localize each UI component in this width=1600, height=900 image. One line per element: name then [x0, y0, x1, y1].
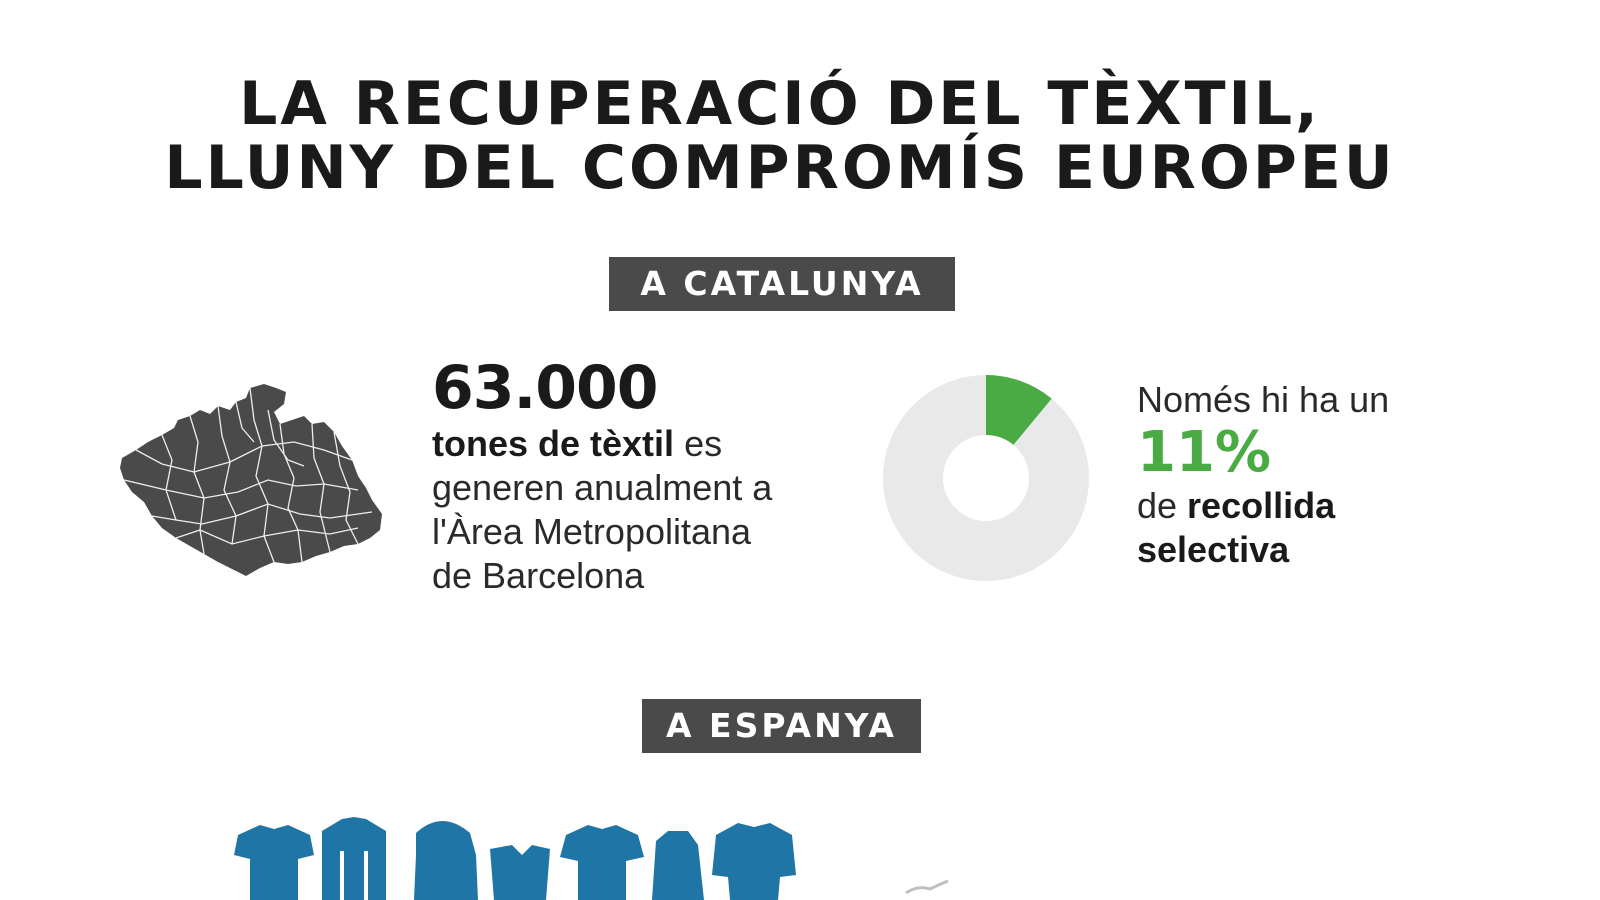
- jacket-icon: [652, 831, 704, 900]
- hoodie-icon: [414, 821, 478, 900]
- section-label-catalunya: A CATALUNYA: [609, 257, 955, 311]
- tonnage-bold-text: tones de tèxtil: [432, 423, 675, 464]
- title-line-1: LA RECUPERACIÓ DEL TÈXTIL,: [239, 69, 1321, 139]
- tonnage-line3: l'Àrea Metropolitana: [432, 511, 752, 552]
- tanktop-icon: [490, 845, 550, 900]
- donut-slice-selective: [986, 375, 1052, 445]
- shirt-icon: [560, 825, 644, 900]
- collection-bold-2: selectiva: [1137, 529, 1290, 570]
- tonnage-value: 63.000: [432, 353, 659, 423]
- collection-bold-1: recollida: [1187, 485, 1336, 526]
- page-title: LA RECUPERACIÓ DEL TÈXTIL, LLUNY DEL COM…: [0, 72, 1560, 200]
- tonnage-stat: 63.000 tones de tèxtil es generen anualm…: [432, 354, 832, 598]
- collection-intro: Només hi ha un: [1137, 379, 1390, 420]
- tshirt-icon: [234, 825, 314, 900]
- tonnage-description: tones de tèxtil es generen anualment a l…: [432, 422, 832, 598]
- collection-donut: [883, 375, 1089, 581]
- tonnage-line2: generen anualment a: [432, 467, 773, 508]
- squiggle-icon: [905, 879, 949, 895]
- collection-pre: de: [1137, 485, 1188, 526]
- title-line-2: LLUNY DEL COMPROMÍS EUROPEU: [164, 133, 1396, 203]
- barcelona-metropolitan-map-icon: [120, 384, 382, 576]
- collection-percent: 11%: [1137, 420, 1272, 485]
- longsleeve-icon: [712, 823, 796, 900]
- polo-icon: [322, 817, 386, 900]
- collection-stat: Només hi ha un 11% de recollida selectiv…: [1137, 378, 1557, 572]
- tonnage-line4: de Barcelona: [432, 555, 645, 596]
- clothing-icons: [234, 817, 949, 900]
- tonnage-line1-rest: es: [674, 423, 723, 464]
- section-label-espanya: A ESPANYA: [642, 699, 921, 753]
- collection-description: de recollida selectiva: [1137, 484, 1557, 572]
